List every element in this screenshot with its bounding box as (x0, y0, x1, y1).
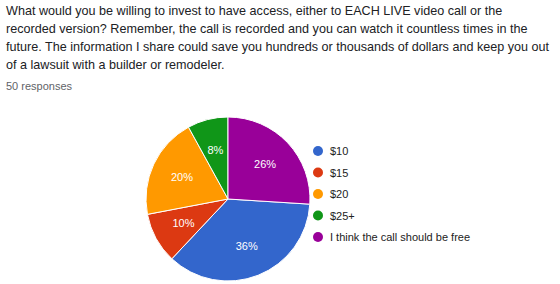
data-label: 26% (254, 158, 276, 170)
legend-label: $10 (330, 145, 348, 157)
data-label: 20% (171, 171, 193, 183)
chart-subtitle: 50 responses (6, 80, 72, 92)
data-label: 8% (207, 144, 223, 156)
data-labels: 36% 10% 20% 8% 26% (171, 144, 276, 253)
legend-swatch (313, 211, 323, 221)
pie-slice (188, 117, 228, 199)
legend-label: I think the call should be free (330, 231, 470, 243)
legend: $10 $15 $20 $25+ I think the call should be … (313, 145, 470, 243)
legend-swatch (313, 168, 323, 178)
chart-title: What would you be willing to invest to h… (6, 2, 554, 74)
legend-label: $20 (330, 188, 348, 200)
slices (146, 117, 310, 281)
pie-slice (228, 117, 310, 204)
legend-label: $25+ (330, 210, 355, 222)
legend-swatch (313, 146, 323, 156)
legend-label: $15 (330, 167, 348, 179)
legend-swatch (313, 189, 323, 199)
legend-swatch (313, 232, 323, 242)
data-label: 10% (172, 217, 194, 229)
data-label: 36% (236, 240, 258, 252)
chart: 36% 10% 20% 8% 26% $10 $15 $20 $25+ I think the c… (0, 0, 560, 284)
